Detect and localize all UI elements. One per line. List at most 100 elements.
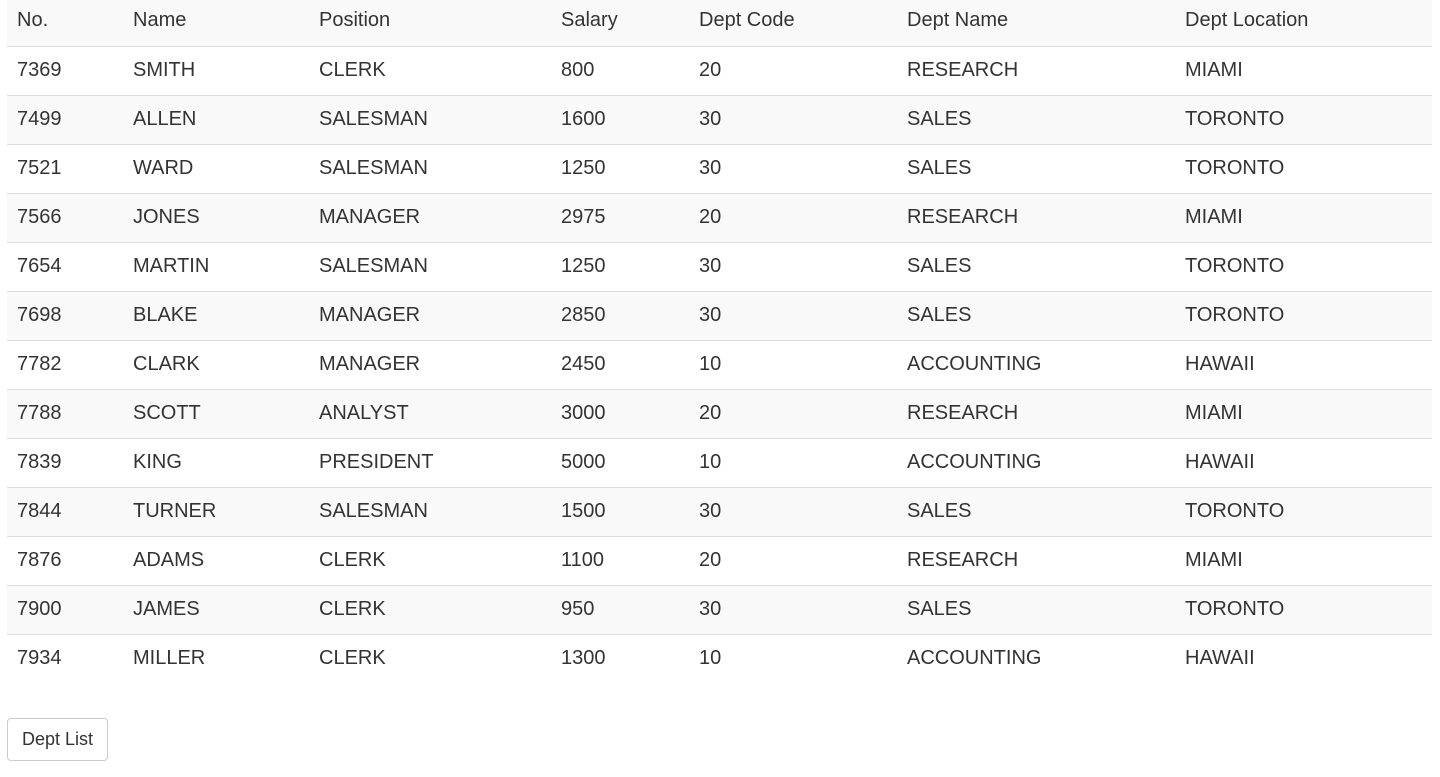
header-cell-salary: Salary bbox=[551, 0, 689, 47]
cell-salary: 1100 bbox=[561, 549, 605, 571]
cell-dept-name: SALES bbox=[907, 304, 972, 326]
cell-dept-location: TORONTO bbox=[1185, 598, 1285, 620]
cell-no: 7566 bbox=[17, 206, 62, 228]
cell-salary: 950 bbox=[561, 598, 595, 620]
cell-name: WARD bbox=[133, 157, 194, 179]
cell-dept-location: HAWAII bbox=[1185, 353, 1255, 375]
cell-dept-code: 20 bbox=[699, 59, 722, 81]
cell-dept-name: ACCOUNTING bbox=[907, 451, 1042, 473]
header-row: No. Name Position Salary Dept Code Dept … bbox=[7, 0, 1432, 47]
cell-dept-name: SALES bbox=[907, 108, 972, 130]
cell-dept-location: MIAMI bbox=[1185, 59, 1243, 81]
cell-name: SMITH bbox=[133, 59, 196, 81]
cell-position: CLERK bbox=[319, 598, 386, 620]
employee-table-container: No. Name Position Salary Dept Code Dept … bbox=[7, 0, 1432, 683]
cell-name: SCOTT bbox=[133, 402, 201, 424]
table-row: 7844 TURNER SALESMAN 1500 30 SALES TORONTO bbox=[7, 487, 1432, 536]
cell-name: MARTIN bbox=[133, 255, 210, 277]
cell-position: PRESIDENT bbox=[319, 451, 434, 473]
cell-position: SALESMAN bbox=[319, 157, 428, 179]
cell-dept-name: RESEARCH bbox=[907, 402, 1019, 424]
cell-position: SALESMAN bbox=[319, 255, 428, 277]
cell-dept-code: 20 bbox=[699, 402, 722, 424]
cell-dept-code: 30 bbox=[699, 108, 722, 130]
cell-no: 7839 bbox=[17, 451, 62, 473]
cell-position: SALESMAN bbox=[319, 500, 428, 522]
cell-name: ALLEN bbox=[133, 108, 197, 130]
cell-salary: 3000 bbox=[561, 402, 606, 424]
cell-salary: 1250 bbox=[561, 157, 606, 179]
cell-position: MANAGER bbox=[319, 206, 421, 228]
cell-name: ADAMS bbox=[133, 549, 205, 571]
cell-no: 7788 bbox=[17, 402, 62, 424]
header-cell-position: Position bbox=[309, 0, 551, 47]
table-row: 7788 SCOTT ANALYST 3000 20 RESEARCH MIAMI bbox=[7, 389, 1432, 438]
cell-name: BLAKE bbox=[133, 304, 198, 326]
dept-list-button[interactable]: Dept List bbox=[7, 718, 108, 761]
cell-dept-name: SALES bbox=[907, 157, 972, 179]
cell-dept-location: TORONTO bbox=[1185, 108, 1285, 130]
cell-dept-name: SALES bbox=[907, 255, 972, 277]
cell-no: 7369 bbox=[17, 59, 62, 81]
table-row: 7499 ALLEN SALESMAN 1600 30 SALES TORONTO bbox=[7, 95, 1432, 144]
cell-dept-name: SALES bbox=[907, 598, 972, 620]
cell-dept-name: RESEARCH bbox=[907, 549, 1019, 571]
cell-dept-location: MIAMI bbox=[1185, 402, 1243, 424]
table-row: 7900 JAMES CLERK 950 30 SALES TORONTO bbox=[7, 585, 1432, 634]
cell-position: ANALYST bbox=[319, 402, 409, 424]
cell-name: MILLER bbox=[133, 647, 206, 670]
table-row: 7566 JONES MANAGER 2975 20 RESEARCH MIAMI bbox=[7, 193, 1432, 242]
table-row: 7839 KING PRESIDENT 5000 10 ACCOUNTING HAWAII bbox=[7, 438, 1432, 487]
header-cell-dept-name: Dept Name bbox=[897, 0, 1175, 47]
header-cell-name: Name bbox=[123, 0, 309, 47]
cell-position: CLERK bbox=[319, 549, 386, 571]
table-row: 7698 BLAKE MANAGER 2850 30 SALES TORONTO bbox=[7, 291, 1432, 340]
cell-dept-code: 30 bbox=[699, 304, 722, 326]
cell-dept-name: RESEARCH bbox=[907, 206, 1019, 228]
cell-no: 7654 bbox=[17, 255, 62, 277]
cell-salary: 2850 bbox=[561, 304, 606, 326]
table-row: 7654 MARTIN SALESMAN 1250 30 SALES TORONTO bbox=[7, 242, 1432, 291]
cell-dept-location: TORONTO bbox=[1185, 157, 1285, 179]
header-cell-dept-location: Dept Location bbox=[1175, 0, 1432, 47]
cell-name: CLARK bbox=[133, 353, 200, 375]
table-row: 7782 CLARK MANAGER 2450 10 ACCOUNTING HAWAII bbox=[7, 340, 1432, 389]
cell-position: CLERK bbox=[319, 59, 386, 81]
cell-dept-name: RESEARCH bbox=[907, 59, 1019, 81]
cell-no: 7934 bbox=[17, 647, 62, 670]
cell-no: 7782 bbox=[17, 353, 62, 375]
cell-no: 7876 bbox=[17, 549, 62, 571]
cell-salary: 800 bbox=[561, 59, 595, 81]
cell-dept-code: 10 bbox=[699, 647, 722, 670]
cell-salary: 1500 bbox=[561, 500, 606, 522]
table-header: No. Name Position Salary Dept Code Dept … bbox=[7, 0, 1432, 47]
cell-dept-code: 20 bbox=[699, 206, 722, 228]
table-body: 7369 SMITH CLERK 800 20 RESEARCH MIAMI 7499 ALLE… bbox=[7, 46, 1432, 683]
cell-no: 7698 bbox=[17, 304, 62, 326]
cell-no: 7499 bbox=[17, 108, 62, 130]
cell-name: JONES bbox=[133, 206, 200, 228]
cell-position: SALESMAN bbox=[319, 108, 428, 130]
cell-dept-code: 30 bbox=[699, 598, 722, 620]
cell-dept-code: 10 bbox=[699, 451, 722, 473]
header-cell-dept-code: Dept Code bbox=[689, 0, 897, 47]
cell-dept-code: 30 bbox=[699, 500, 722, 522]
cell-position: MANAGER bbox=[319, 353, 421, 375]
cell-dept-name: ACCOUNTING bbox=[907, 353, 1042, 375]
header-cell-no: No. bbox=[7, 0, 123, 47]
cell-no: 7844 bbox=[17, 500, 62, 522]
cell-dept-location: MIAMI bbox=[1185, 549, 1243, 571]
cell-dept-name: ACCOUNTING bbox=[907, 647, 1042, 670]
cell-dept-code: 10 bbox=[699, 353, 722, 375]
cell-salary: 2975 bbox=[561, 206, 606, 228]
cell-dept-location: TORONTO bbox=[1185, 500, 1285, 522]
cell-dept-location: TORONTO bbox=[1185, 255, 1285, 277]
cell-dept-name: SALES bbox=[907, 500, 972, 522]
cell-name: KING bbox=[133, 451, 182, 473]
cell-dept-code: 20 bbox=[699, 549, 722, 571]
table-row: 7876 ADAMS CLERK 1100 20 RESEARCH MIAMI bbox=[7, 536, 1432, 585]
cell-dept-location: HAWAII bbox=[1185, 647, 1255, 670]
table-row: 7369 SMITH CLERK 800 20 RESEARCH MIAMI bbox=[7, 46, 1432, 95]
cell-no: 7521 bbox=[17, 157, 62, 179]
cell-dept-code: 30 bbox=[699, 157, 722, 179]
